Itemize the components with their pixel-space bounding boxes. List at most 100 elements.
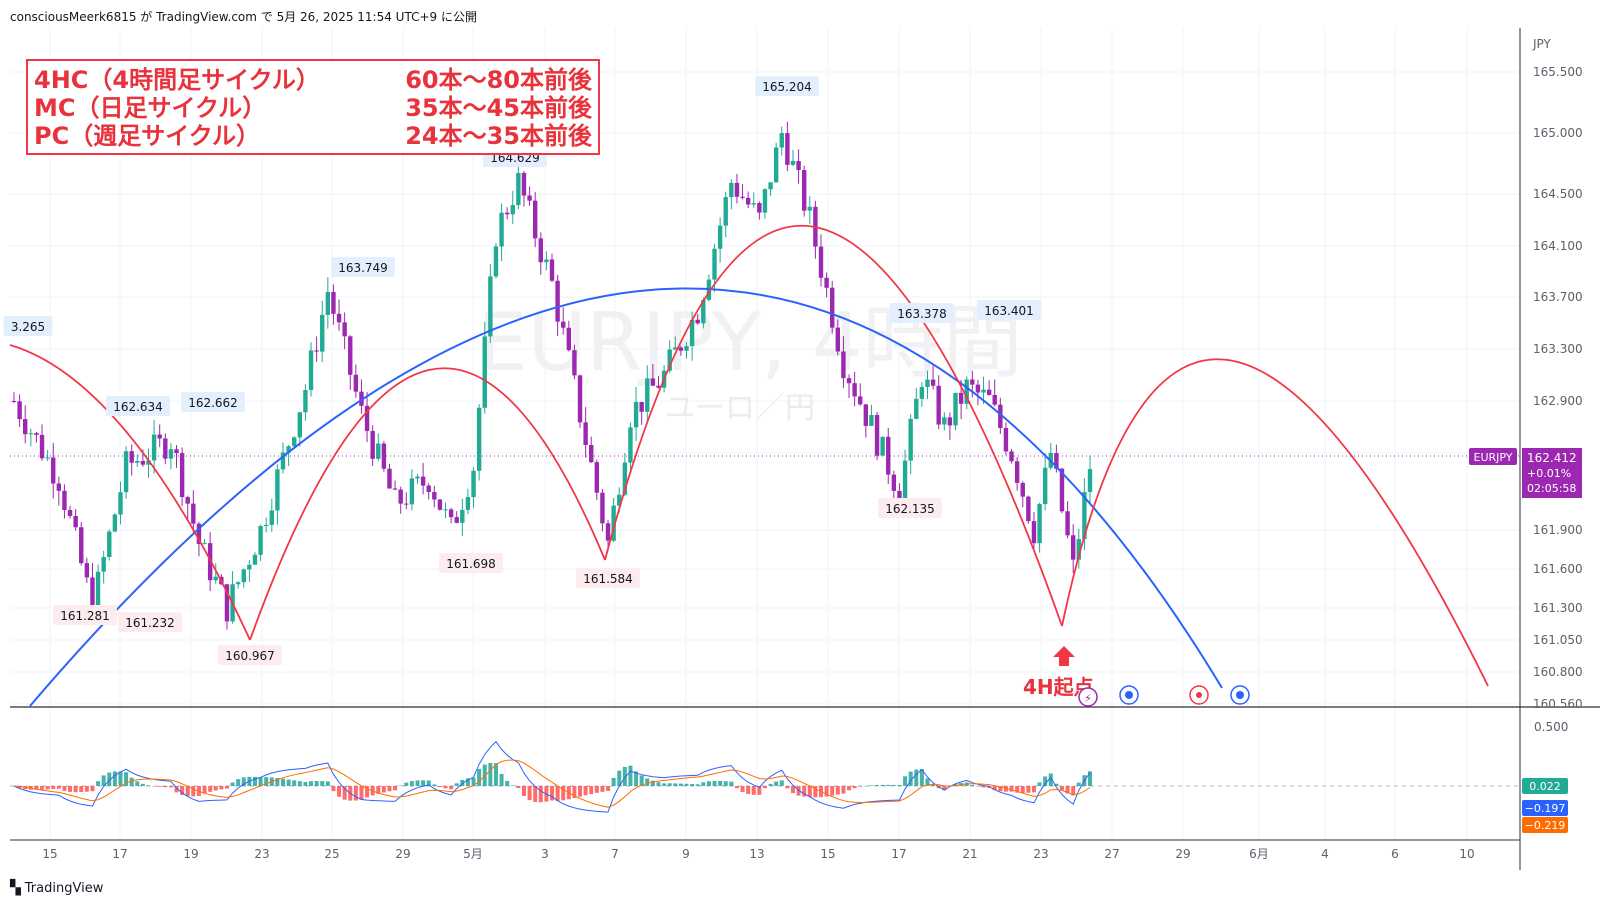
candle-body [381,443,387,469]
candle-body [1003,428,1009,452]
candle-body [701,299,706,324]
lightning-icon: ⚡ [1084,692,1092,705]
macd-bar [667,783,672,786]
candle-body [426,485,431,492]
candle-body [90,577,95,622]
candle-body [572,350,577,376]
macd-bar [925,778,930,786]
candle-body [460,509,465,523]
up-arrow-icon [1053,646,1075,666]
y-tick-label: 160.560 [1533,697,1583,711]
candle-body [269,510,274,525]
candle-body [886,436,891,475]
candle-body [67,510,73,516]
candle-body [28,433,34,435]
macd-bar [695,784,700,786]
macd-bar [723,781,728,786]
macd-bar [510,785,515,786]
candle-body [420,476,426,486]
y-tick-label: 163.300 [1533,342,1583,356]
candle-body [902,460,908,505]
candle-body [336,313,342,323]
candles[interactable] [11,121,1093,630]
low-price-label: 162.135 [885,502,935,516]
candle-body [549,259,555,281]
candle-body [639,401,644,412]
x-tick-label: 21 [962,847,977,861]
macd-bar [73,786,78,793]
macd-bar [185,786,190,797]
macd-bar [875,785,880,786]
macd-bar [68,786,73,792]
macd-bar [942,786,947,791]
candle-body [34,433,39,435]
candle-body [729,182,734,198]
time-axis[interactable]: 15 17 19 23 25 29 5月 3 7 9 13 15 17 21 23 27 29 6月 4 6 10 [42,847,1474,861]
macd-bar [785,786,790,789]
low-price-label-bg [878,498,942,518]
candle-body [768,182,773,190]
price-axis[interactable]: 165.500 165.000 164.500 164.100 163.700 163.3… [1533,65,1583,711]
candle-body [600,492,605,524]
last-price-box [1522,448,1582,498]
dot-icon [1196,692,1202,698]
candle-body [1065,511,1070,536]
event-icons[interactable]: ⚡ [1078,685,1250,707]
macd-bar [634,771,639,786]
macd-bar [297,781,302,786]
y-tick-label: 161.050 [1533,633,1583,647]
cycle-legend-label: 4HC（4時間足サイクル） [34,66,320,94]
candle-body [673,347,678,350]
macd-bar [465,778,470,786]
candle-body [897,490,902,505]
candle-body [179,453,185,498]
candle-body [404,503,409,505]
y-tick-label: 165.000 [1533,126,1583,140]
macd-line [13,740,1091,813]
macd-bar [493,763,498,786]
candle-body [342,322,347,337]
macd-bar [482,764,487,786]
macd-bar [258,777,263,786]
macd-bar [224,786,229,789]
candle-body [1076,539,1081,560]
macd-bar [790,786,795,794]
currency-label[interactable]: JPY [1532,37,1552,51]
tradingview-logo-icon: ▚ [10,880,21,896]
candle-body [723,197,728,226]
cycle-legend-label: MC（日足サイクル） [34,94,266,122]
candle-body [118,492,123,515]
macd-bar [101,775,106,786]
candle-body [964,379,969,404]
high-price-label-bg [331,257,395,277]
macd-bar [622,766,627,786]
macd-bar [180,786,185,796]
candle-body [348,336,353,375]
dividend-icon[interactable] [1078,687,1098,707]
cycle-legend-value: 60本～80本前後 [405,66,593,94]
currency-label-box[interactable] [1530,32,1580,56]
macd-bar [521,786,526,796]
macd-bar [281,778,285,786]
macd-bar [734,786,739,789]
candle-body [504,212,510,215]
x-tick-label: 5月 [463,847,483,861]
tradingview-footer[interactable]: ▚ TradingView [10,880,103,896]
candle-body [123,451,129,493]
candle-body [213,576,218,581]
macd-bar [606,786,611,791]
macd-bar [998,786,1003,792]
candle-body [443,509,448,511]
macd-bar [701,782,706,786]
macd-bar [426,780,431,786]
candle-body [157,434,162,439]
macd-bar [241,777,246,786]
candle-body [1087,469,1093,492]
y-tick-label: 163.700 [1533,290,1583,304]
candle-body [11,401,17,402]
candle-body [667,349,672,371]
high-price-label-bg [106,396,170,416]
candle-body [1042,467,1048,505]
macd-bar [1059,786,1064,791]
